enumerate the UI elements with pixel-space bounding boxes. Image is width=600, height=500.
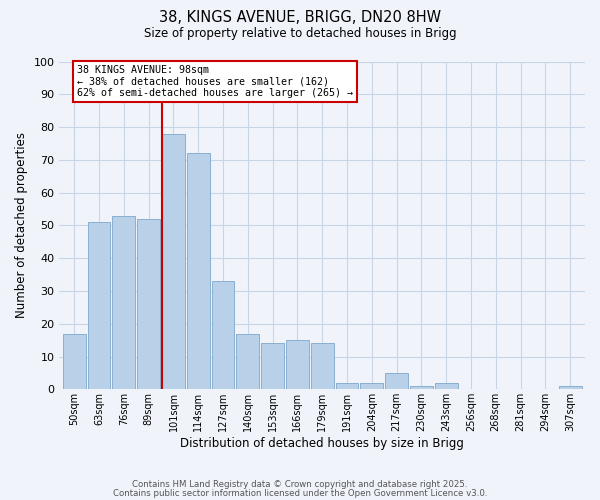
Bar bbox=[335, 382, 358, 390]
Bar bbox=[286, 340, 309, 390]
Bar bbox=[410, 386, 433, 390]
Bar bbox=[385, 373, 408, 390]
Y-axis label: Number of detached properties: Number of detached properties bbox=[15, 132, 28, 318]
X-axis label: Distribution of detached houses by size in Brigg: Distribution of detached houses by size … bbox=[180, 437, 464, 450]
Bar bbox=[361, 382, 383, 390]
Text: Contains HM Land Registry data © Crown copyright and database right 2025.: Contains HM Land Registry data © Crown c… bbox=[132, 480, 468, 489]
Bar bbox=[236, 334, 259, 390]
Bar bbox=[559, 386, 581, 390]
Bar bbox=[63, 334, 86, 390]
Bar bbox=[88, 222, 110, 390]
Text: 38, KINGS AVENUE, BRIGG, DN20 8HW: 38, KINGS AVENUE, BRIGG, DN20 8HW bbox=[159, 10, 441, 25]
Text: Size of property relative to detached houses in Brigg: Size of property relative to detached ho… bbox=[143, 28, 457, 40]
Bar bbox=[212, 281, 235, 390]
Bar bbox=[261, 344, 284, 390]
Text: 38 KINGS AVENUE: 98sqm
← 38% of detached houses are smaller (162)
62% of semi-de: 38 KINGS AVENUE: 98sqm ← 38% of detached… bbox=[77, 65, 353, 98]
Bar bbox=[187, 154, 209, 390]
Bar bbox=[435, 382, 458, 390]
Bar bbox=[112, 216, 135, 390]
Bar bbox=[137, 219, 160, 390]
Text: Contains public sector information licensed under the Open Government Licence v3: Contains public sector information licen… bbox=[113, 489, 487, 498]
Bar bbox=[162, 134, 185, 390]
Bar bbox=[311, 344, 334, 390]
